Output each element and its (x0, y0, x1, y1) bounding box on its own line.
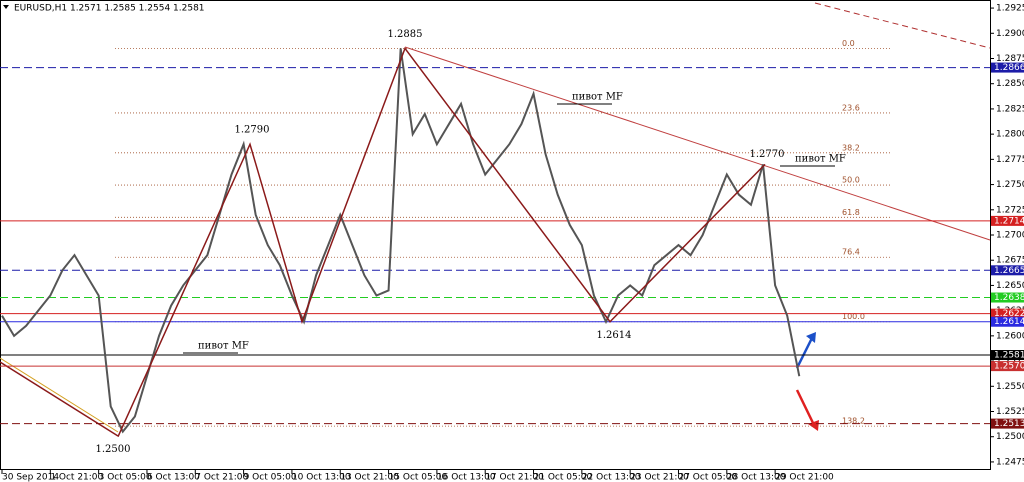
x-tick-label: 10 Oct 13:00 (292, 473, 351, 482)
y-tick-label: 1.2700 (996, 231, 1024, 241)
y-tick-label: 1.2850 (996, 79, 1024, 89)
zigzag-start (0, 361, 119, 437)
fib-label: 61.8 (842, 208, 860, 217)
arrow-head (808, 420, 819, 431)
pivot-label: пивот MF (198, 341, 249, 352)
level-box (991, 316, 1024, 327)
price-annotation: 1.2770 (750, 149, 785, 160)
fib-label: 138.2 (842, 417, 865, 426)
level-box (991, 418, 1024, 429)
y-tick-label: 1.2900 (996, 29, 1024, 39)
price-line (1, 48, 801, 434)
price-annotation: 1.2790 (235, 125, 270, 136)
level-box (991, 292, 1024, 303)
level-label: 1.2581 (994, 351, 1024, 361)
arrow-head (806, 332, 816, 343)
arrow-up (795, 337, 814, 369)
trend-line (814, 2, 991, 49)
fib-label: 76.4 (842, 248, 860, 257)
level-box (991, 215, 1024, 226)
pivot-label: пивот MF (795, 154, 846, 165)
level-label: 1.2622 (994, 309, 1024, 319)
price-annotation: 1.2885 (388, 29, 423, 40)
x-tick-label: 28 Oct 13:00 (727, 473, 786, 482)
price-annotation: 1.2614 (597, 330, 632, 341)
level-label: 1.2665 (994, 266, 1024, 276)
y-tick-label: 1.2800 (996, 130, 1024, 140)
y-tick-label: 1.2525 (996, 407, 1024, 417)
level-label: 1.2714 (994, 216, 1024, 226)
y-tick-label: 1.2475 (996, 457, 1024, 467)
x-tick-label: 22 Oct 13:00 (582, 473, 641, 482)
x-tick-label: 21 Oct 05:00 (534, 473, 593, 482)
level-label: 1.2513 (994, 419, 1024, 429)
level-box (991, 62, 1024, 73)
y-tick-label: 1.2725 (996, 205, 1024, 215)
x-tick-label: 3 Oct 05:00 (99, 473, 152, 482)
level-box (991, 308, 1024, 319)
trend-line (404, 46, 991, 241)
y-tick-label: 1.2650 (996, 281, 1024, 291)
menu-triangle (3, 5, 9, 9)
x-tick-label: 13 Oct 21:00 (340, 473, 399, 482)
x-tick-label: 15 Oct 05:00 (389, 473, 448, 482)
x-tick-label: 17 Oct 21:00 (485, 473, 544, 482)
y-tick-label: 1.2550 (996, 382, 1024, 392)
level-box (991, 361, 1024, 372)
fib-label: 50.0 (842, 176, 860, 185)
arrow-down (795, 389, 816, 426)
x-tick-label: 9 Oct 05:00 (244, 473, 297, 482)
y-tick-label: 1.2750 (996, 180, 1024, 190)
level-label: 1.2866 (994, 63, 1024, 73)
fib-label: 38.2 (842, 143, 860, 152)
y-tick-label: 1.2825 (996, 104, 1024, 114)
y-tick-label: 1.2875 (996, 54, 1024, 64)
y-tick-label: 1.2600 (996, 331, 1024, 341)
x-tick-label: 23 Oct 21:00 (630, 473, 689, 482)
x-tick-label: 27 Oct 05:00 (678, 473, 737, 482)
fib-label: 23.6 (842, 103, 860, 112)
x-tick-label: 1 Oct 21:00 (50, 473, 103, 482)
x-tick-label: 30 Sep 2014 (2, 473, 59, 482)
level-box (991, 350, 1024, 361)
level-label: 1.2614 (994, 317, 1024, 327)
x-tick-label: 7 Oct 21:00 (195, 473, 248, 482)
pivot-label: пивот MF (572, 92, 623, 103)
level-label: 1.2570 (994, 362, 1024, 372)
fib-label: 0.0 (842, 39, 855, 48)
chart-title: EURUSD,H1 1.2571 1.2585 1.2554 1.2581 (14, 4, 205, 14)
price-annotation: 1.2500 (96, 444, 131, 455)
y-tick-label: 1.2925 (996, 4, 1024, 14)
y-tick-label: 1.2500 (996, 432, 1024, 442)
x-tick-label: 29 Oct 21:00 (775, 473, 834, 482)
x-tick-label: 16 Oct 13:00 (437, 473, 496, 482)
level-box (991, 265, 1024, 276)
y-tick-label: 1.2775 (996, 155, 1024, 165)
plot-frame (0, 0, 991, 470)
level-label: 1.2638 (994, 293, 1024, 303)
y-tick-label: 1.2675 (996, 256, 1024, 266)
x-tick-label: 6 Oct 13:00 (147, 473, 200, 482)
fib-label: 100.0 (842, 312, 865, 321)
zigzag (117, 46, 766, 438)
zigzag-start (0, 357, 119, 433)
